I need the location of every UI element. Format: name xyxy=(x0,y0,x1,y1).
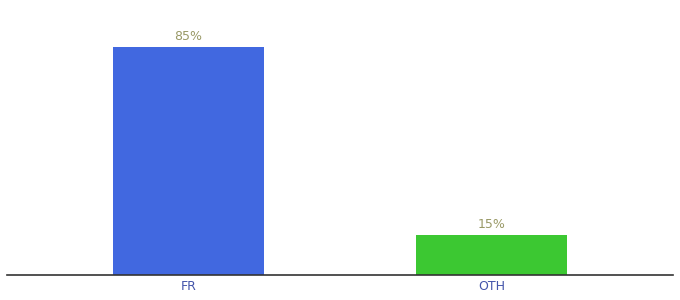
Bar xyxy=(415,235,567,275)
Text: 15%: 15% xyxy=(477,218,505,231)
Bar xyxy=(113,47,265,275)
Text: 85%: 85% xyxy=(175,30,203,43)
